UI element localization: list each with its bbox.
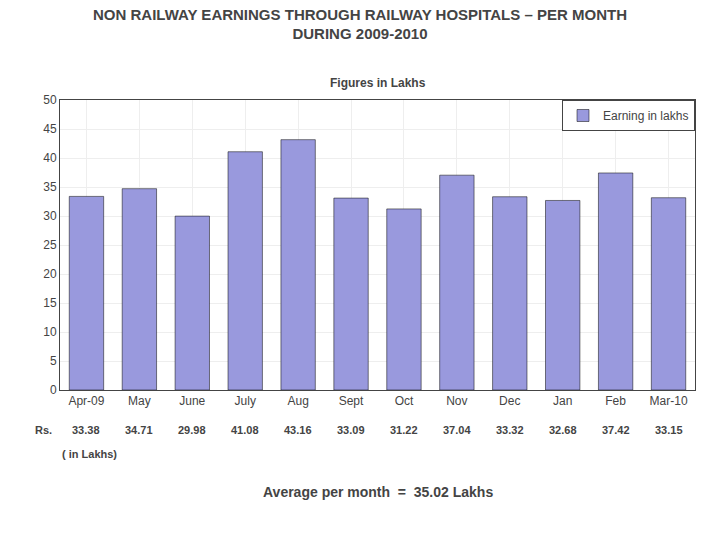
svg-text:40: 40 [43,151,57,165]
svg-text:43.16: 43.16 [284,424,312,436]
svg-text:15: 15 [43,296,57,310]
svg-text:33.32: 33.32 [496,424,524,436]
svg-text:10: 10 [43,325,57,339]
svg-text:Rs.: Rs. [35,424,52,436]
svg-text:45: 45 [43,122,57,136]
svg-text:32.68: 32.68 [549,424,577,436]
svg-text:34.71: 34.71 [125,424,153,436]
svg-text:35: 35 [43,180,57,194]
svg-text:33.38: 33.38 [72,424,100,436]
svg-text:Sept: Sept [339,394,364,408]
svg-text:41.08: 41.08 [231,424,259,436]
svg-text:33.15: 33.15 [655,424,683,436]
svg-text:May: May [128,394,151,408]
svg-text:NON RAILWAY EARNINGS THROUGH R: NON RAILWAY EARNINGS THROUGH RAILWAY HOS… [93,6,627,43]
svg-text:37.42: 37.42 [602,424,630,436]
svg-text:July: July [235,394,256,408]
svg-text:Feb: Feb [605,394,626,408]
svg-text:Jan: Jan [553,394,572,408]
svg-text:( in Lakhs): ( in Lakhs) [62,448,117,460]
svg-text:June: June [179,394,205,408]
svg-text:33.09: 33.09 [337,424,365,436]
svg-text:Earning in lakhs: Earning in lakhs [603,109,688,123]
svg-text:0: 0 [50,383,57,397]
svg-text:Figures in Lakhs: Figures in Lakhs [330,76,426,90]
svg-text:29.98: 29.98 [178,424,206,436]
svg-text:50: 50 [43,93,57,107]
svg-text:Mar-10: Mar-10 [650,394,688,408]
svg-text:37.04: 37.04 [443,424,471,436]
svg-text:31.22: 31.22 [390,424,418,436]
svg-text:Nov: Nov [446,394,467,408]
svg-text:5: 5 [50,354,57,368]
svg-text:25: 25 [43,238,57,252]
svg-text:Apr-09: Apr-09 [68,394,104,408]
svg-text:Oct: Oct [395,394,414,408]
svg-text:30: 30 [43,209,57,223]
svg-text:Average per month = 35.02 La: Average per month = 35.02 Lakhs [263,484,493,500]
svg-text:Dec: Dec [499,394,520,408]
svg-text:20: 20 [43,267,57,281]
svg-text:Aug: Aug [287,394,308,408]
